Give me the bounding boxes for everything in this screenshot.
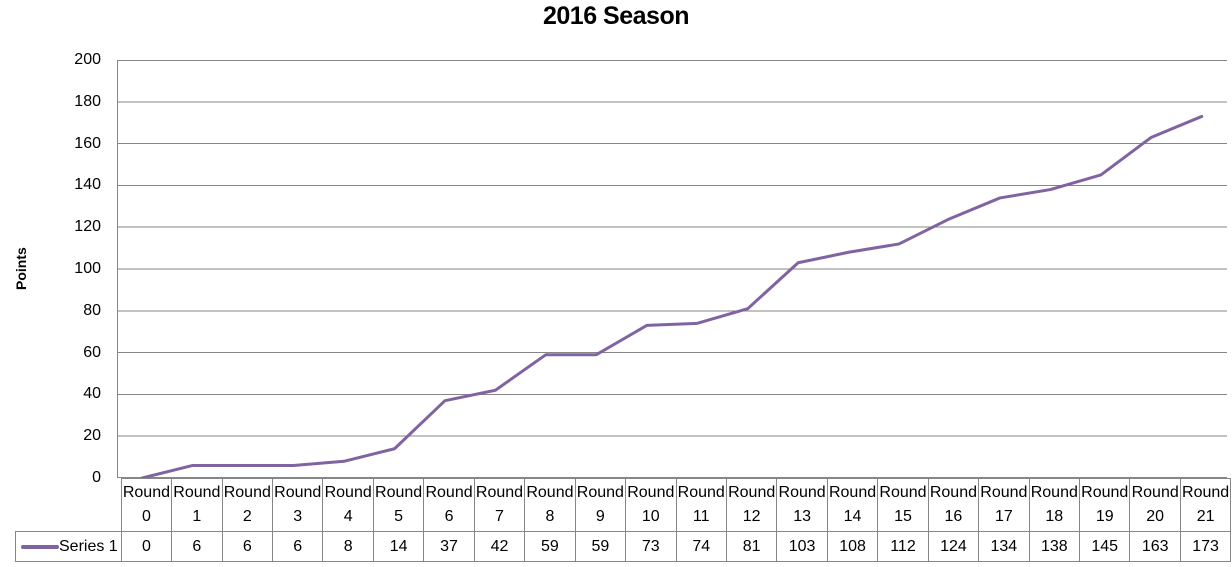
y-tick-label: 180	[74, 92, 101, 110]
y-tick-label: 140	[74, 176, 101, 194]
table-value-cell: 6	[221, 531, 274, 562]
y-tick-label: 0	[92, 469, 101, 486]
y-tick-label: 120	[74, 218, 101, 236]
table-header-cell: Round 3	[272, 478, 324, 532]
table-value-cell: 42	[473, 531, 526, 562]
y-tick-label: 160	[74, 134, 101, 152]
table-header-cell: Round 19	[1079, 478, 1131, 532]
table-value-cell: 81	[725, 531, 778, 562]
y-tick-label: 80	[83, 301, 101, 319]
table-value-cell: 14	[372, 531, 425, 562]
chart-title: 2016 Season	[543, 2, 690, 30]
table-header-cell: Round 9	[574, 478, 627, 532]
table-value-cell: 0	[120, 531, 173, 562]
table-header-cell: Round 12	[725, 478, 778, 532]
table-value-cell: 145	[1079, 531, 1131, 562]
table-corner-cell	[16, 479, 122, 532]
table-value-cell: 124	[927, 531, 980, 562]
table-value-cell: 59	[524, 531, 576, 562]
series-line	[140, 114, 1204, 478]
y-tick-label: 200	[74, 51, 101, 68]
table-header-cell: Round 2	[221, 478, 274, 532]
legend-inner: Series 1	[16, 533, 120, 561]
table-header-cell: Round 4	[322, 478, 374, 532]
y-tick-label: 20	[83, 427, 101, 445]
table-value-row: Series 1 0 6 6 6 8 14 37 42 59 59 73 74 81 103 108 112 1…	[15, 531, 1232, 562]
table-value-cell: 138	[1028, 531, 1081, 562]
table-header-cell: Round 5	[372, 478, 425, 532]
table-value-cell: 73	[625, 531, 677, 562]
table-value-cell: 74	[675, 531, 727, 562]
table-header-cell: Round 8	[524, 478, 576, 532]
table-value-cell: 59	[574, 531, 627, 562]
table-header-cell: Round 11	[675, 478, 727, 532]
table-header-cell: Round 1	[171, 478, 223, 532]
table-value-cell: 163	[1129, 531, 1181, 562]
table-value-cell: 6	[272, 531, 324, 562]
table-header-row: Round 0 Round 1 Round 2 Round 3 Round 4 Round…	[16, 478, 1232, 532]
table-value-cell: 173	[1179, 531, 1232, 562]
series-name: Series 1	[59, 537, 118, 555]
table-header-cell: Round 15	[877, 478, 929, 532]
table-header-cell: Round 7	[473, 478, 526, 532]
table-value-cell: 108	[826, 531, 879, 562]
table-header-cell: Round 6	[423, 478, 475, 532]
table-value-cell: 103	[776, 531, 828, 562]
table-value-cell: 134	[978, 531, 1030, 562]
table-value-cell: 112	[877, 531, 929, 562]
table-header-cell: Round 0	[120, 478, 173, 532]
table-value-cell: 6	[171, 531, 223, 562]
table-header-cell: Round 17	[978, 478, 1030, 532]
table-header-cell: Round 18	[1028, 478, 1081, 532]
y-tick-label: 40	[83, 385, 101, 403]
table-header-cell: Round 21	[1179, 478, 1232, 532]
legend-cell: Series 1	[15, 531, 122, 562]
plot-area	[117, 60, 1227, 478]
y-tick-label: 100	[74, 260, 101, 277]
series-line-swatch	[21, 544, 59, 549]
y-tick-label: 60	[83, 343, 101, 361]
table-header-cell: Round 16	[927, 478, 980, 532]
table-header-cell: Round 14	[826, 478, 879, 532]
table-value-cell: 8	[322, 531, 374, 562]
table-header-cell: Round 20	[1129, 478, 1181, 532]
table-value-cell: 37	[423, 531, 475, 562]
table-header-cell: Round 10	[625, 478, 677, 532]
table-header-cell: Round 13	[776, 478, 828, 532]
data-table: Round 0 Round 1 Round 2 Round 3 Round 4 Round…	[15, 478, 1232, 562]
